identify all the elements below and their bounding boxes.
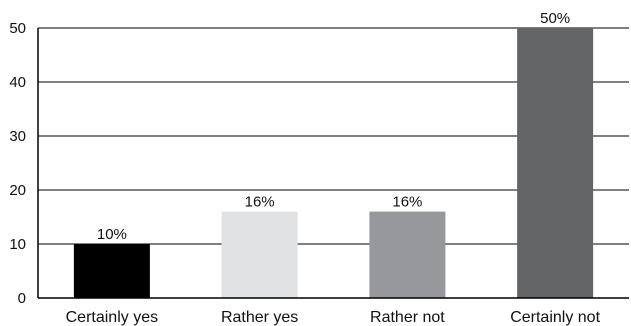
y-tick-label: 50 [9,20,26,37]
x-category-label: Certainly yes [66,309,158,326]
x-category-label: Certainly not [510,309,600,326]
data-labels: 10% 16% 16% 50% [97,10,570,243]
bar [517,28,594,298]
x-category-label: Rather yes [221,309,298,326]
y-tick-label: 10 [9,236,26,253]
bar [221,211,298,298]
bar [369,211,446,298]
data-label: 50% [540,10,570,27]
x-category-label: Rather not [370,309,445,326]
y-axis-tick-labels: 0 10 20 30 40 50 [9,20,26,307]
data-label: 10% [97,226,127,243]
data-label: 16% [245,194,275,211]
bars [73,28,594,298]
y-tick-label: 30 [9,128,26,145]
x-axis-category-labels: Certainly yes Rather yes Rather not Certain… [66,309,601,326]
y-tick-label: 20 [9,182,26,199]
bar [73,244,150,298]
y-tick-label: 0 [18,290,26,307]
y-tick-label: 40 [9,74,26,91]
data-label: 16% [392,194,422,211]
